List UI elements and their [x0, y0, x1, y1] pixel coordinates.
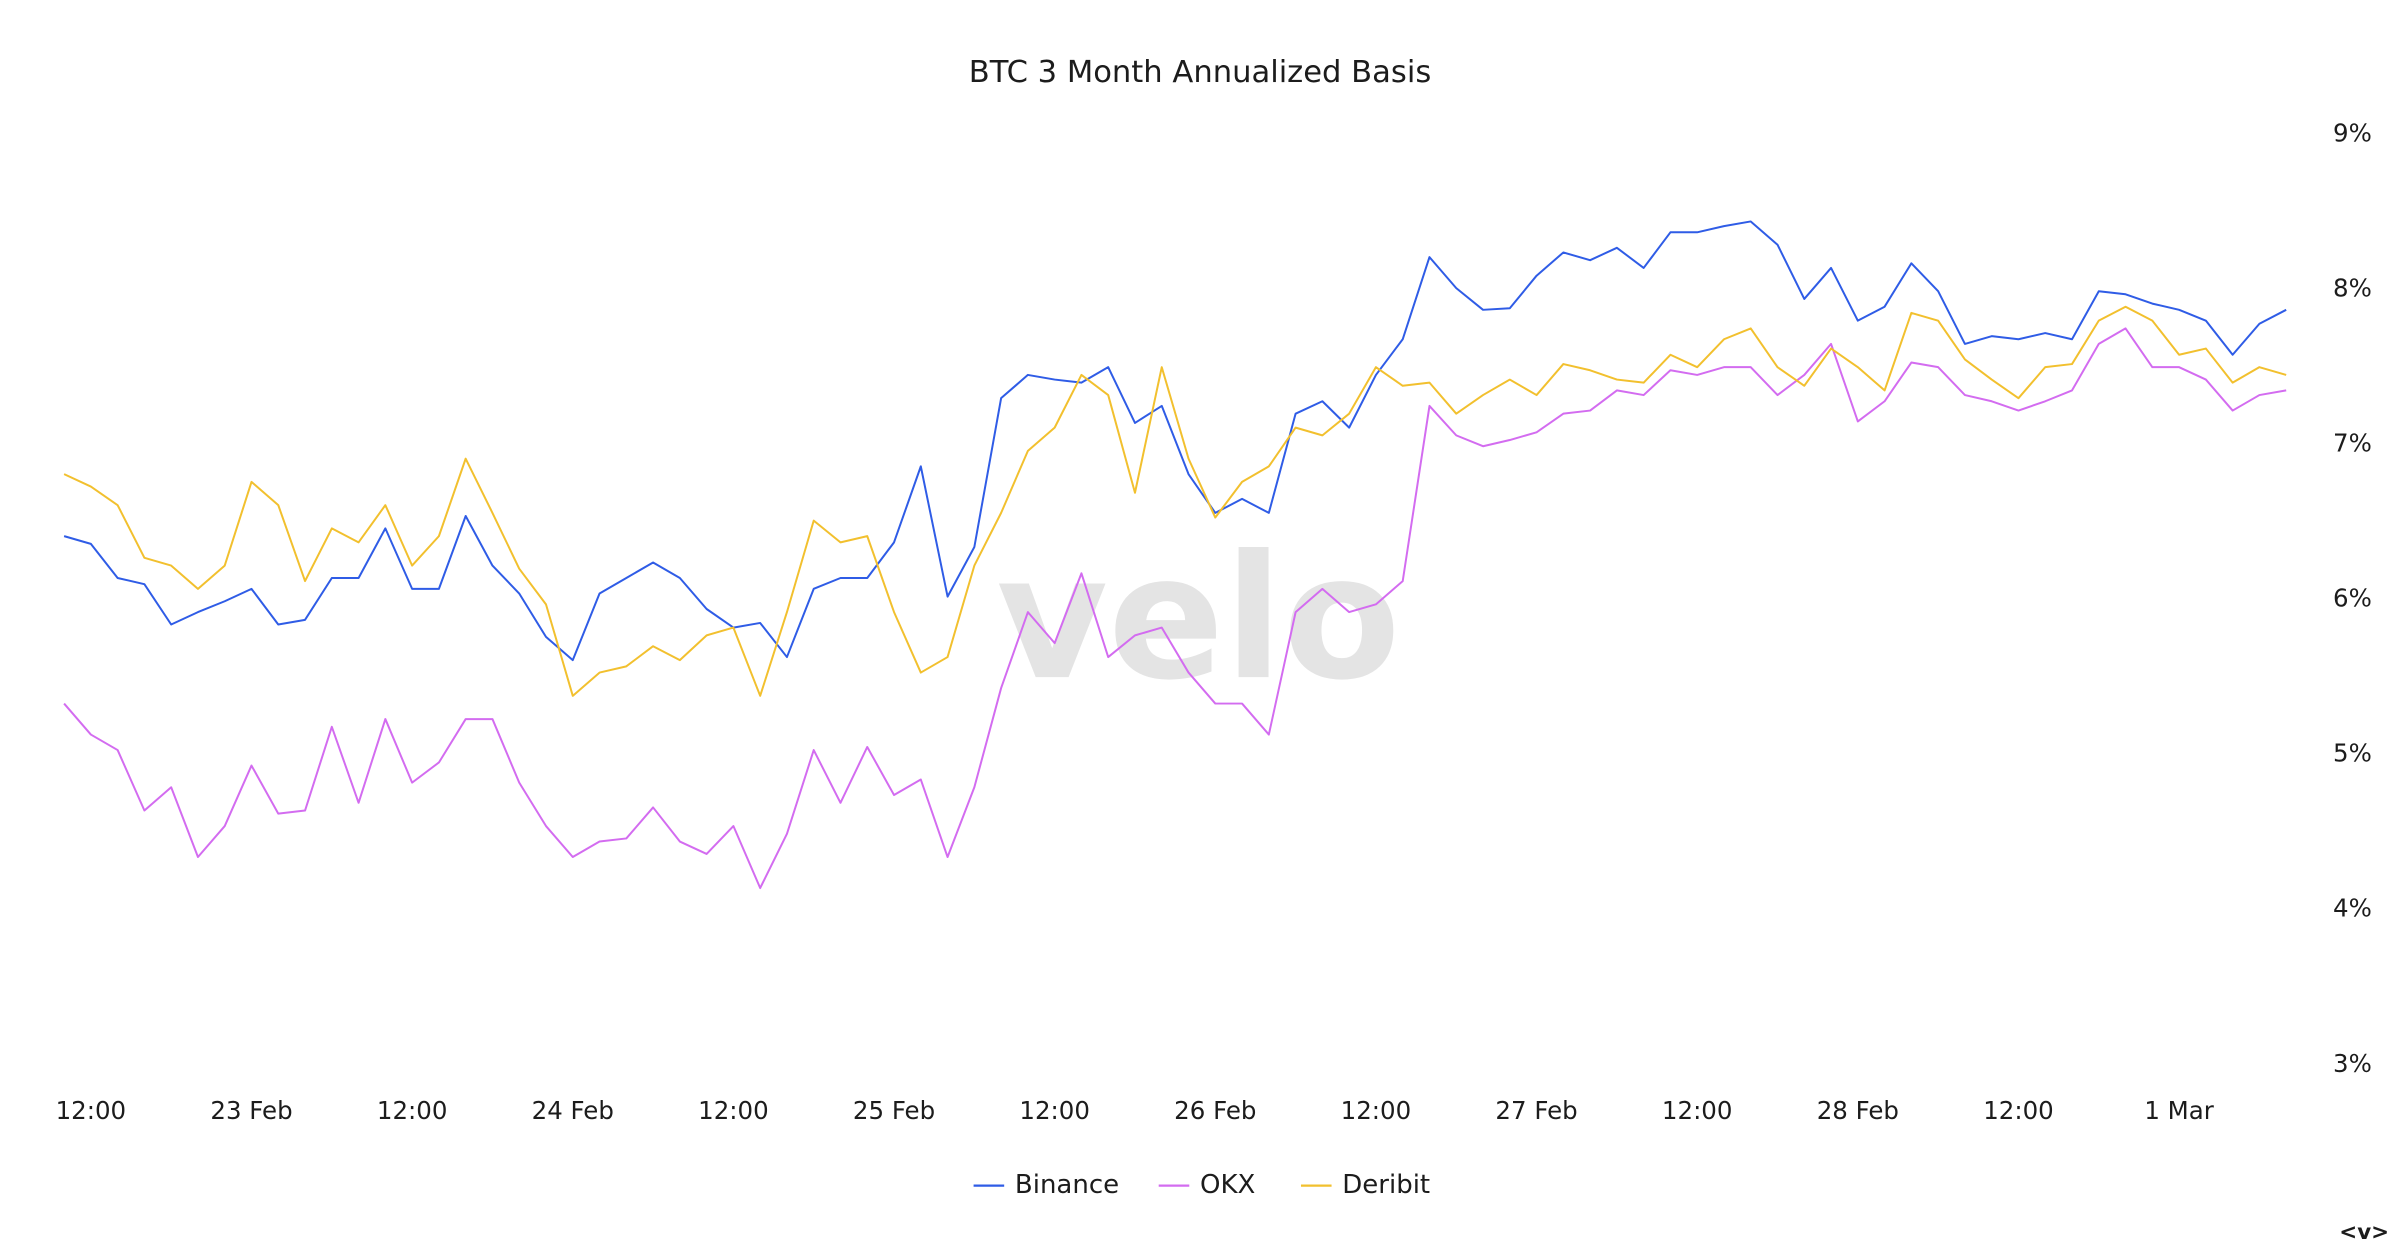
x-tick-label: 1 Mar [2144, 1096, 2214, 1125]
y-tick-label: 6% [2333, 584, 2372, 613]
y-tick-label: 3% [2333, 1049, 2372, 1078]
y-tick-label: 8% [2333, 274, 2372, 303]
watermark: velo [996, 519, 1400, 718]
legend-label[interactable]: OKX [1200, 1170, 1255, 1200]
y-tick-label: 4% [2333, 894, 2372, 923]
x-tick-label: 12:00 [698, 1096, 769, 1125]
x-tick-label: 12:00 [377, 1096, 448, 1125]
nav-control[interactable]: <v> [2339, 1220, 2389, 1245]
x-tick-label: 12:00 [1983, 1096, 2054, 1125]
x-tick-label: 24 Feb [532, 1096, 614, 1125]
y-tick-label: 7% [2333, 429, 2372, 458]
series-line [63, 305, 2287, 697]
x-tick-label: 26 Feb [1174, 1096, 1256, 1125]
x-tick-label: 25 Feb [853, 1096, 935, 1125]
x-tick-label: 27 Feb [1495, 1096, 1577, 1125]
chart-title: BTC 3 Month Annualized Basis [969, 55, 1432, 90]
y-tick-label: 9% [2333, 119, 2372, 148]
legend-label[interactable]: Binance [1015, 1170, 1119, 1200]
series-line [63, 220, 2287, 662]
series-line [63, 327, 2287, 890]
x-tick-label: 12:00 [1662, 1096, 1733, 1125]
x-tick-label: 28 Feb [1817, 1096, 1899, 1125]
legend-label[interactable]: Deribit [1342, 1170, 1430, 1200]
x-tick-label: 23 Feb [210, 1096, 292, 1125]
x-tick-label: 12:00 [56, 1096, 127, 1125]
x-tick-label: 12:00 [1341, 1096, 1412, 1125]
x-tick-label: 12:00 [1019, 1096, 1090, 1125]
y-tick-label: 5% [2333, 739, 2372, 768]
